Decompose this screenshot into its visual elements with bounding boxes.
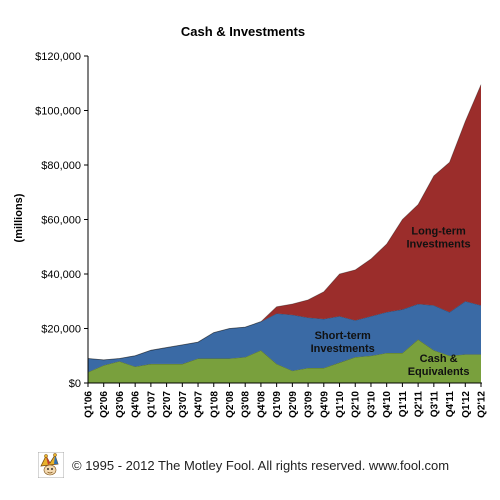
annotation-short-term-investments: Short-term Investments [311, 330, 375, 355]
annotation-long-term-investments: Long-term Investments [406, 225, 470, 250]
x-tick-label: Q3'07 [178, 391, 189, 418]
x-tick-label: Q4'11 [445, 391, 456, 418]
x-tick-label: Q2'12 [477, 391, 488, 418]
y-tick-label: $80,000 [41, 160, 81, 172]
x-tick-label: Q1'08 [209, 391, 220, 418]
x-tick-label: Q2'06 [99, 391, 110, 418]
y-axis-label: (millions) [13, 193, 25, 242]
x-tick-label: Q1'10 [335, 391, 346, 418]
x-tick-label: Q1'12 [461, 391, 472, 418]
area-layers [87, 84, 482, 383]
y-tick-label: $100,000 [35, 106, 81, 118]
x-tick-label: Q1'09 [272, 391, 283, 418]
x-tick-label: Q3'06 [115, 391, 126, 418]
x-tick-label: Q4'06 [131, 391, 142, 418]
area-edge-long-term-investments [87, 84, 482, 361]
x-tick-label: Q4'09 [319, 391, 330, 418]
x-tick-label: Q2'11 [414, 391, 425, 418]
copyright-text: © 1995 - 2012 The Motley Fool. All right… [72, 457, 450, 473]
area-short-term-investments [88, 301, 481, 373]
jester-hat-logo-icon [38, 452, 64, 478]
x-tick-label: Q2'08 [225, 391, 236, 418]
x-tick-label: Q3'08 [241, 391, 252, 418]
y-tick-label: $20,000 [41, 324, 81, 336]
x-tick-label: Q1'06 [84, 391, 95, 418]
area-cash-equivalents [88, 339, 481, 383]
x-tick-label: Q1'11 [398, 391, 409, 418]
footer: © 1995 - 2012 The Motley Fool. All right… [38, 450, 478, 480]
y-tick-label: $0 [69, 378, 81, 390]
x-tick-label: Q4'10 [382, 391, 393, 418]
annotation-cash-equivalents: Cash & Equivalents [408, 353, 470, 378]
x-tick-labels: Q1'06 Q2'06 Q3'06 Q4'06 Q1'07 Q2'07 Q3'07 Q4'07… [84, 391, 488, 418]
x-tick-label: Q2'07 [162, 391, 173, 418]
x-tick-label: Q2'09 [288, 391, 299, 418]
y-tick-label: $60,000 [41, 215, 81, 227]
x-tick-label: Q3'11 [429, 391, 440, 418]
x-tick-label: Q2'10 [351, 391, 362, 418]
x-tick-label: Q4'07 [194, 391, 205, 418]
x-tick-label: Q4'08 [256, 391, 267, 418]
axes [84, 55, 482, 387]
x-tick-label: Q3'10 [366, 391, 377, 418]
y-tick-label: $120,000 [35, 51, 81, 63]
chart: Cash & Investments (millions) $0$20,000$… [13, 24, 488, 418]
area-long-term-investments [88, 84, 481, 360]
y-tick-label: $40,000 [41, 269, 81, 281]
x-tick-label: Q1'07 [146, 391, 157, 418]
x-tick-label: Q3'09 [304, 391, 315, 418]
chart-title: Cash & Investments [181, 24, 305, 39]
y-tick-labels: $0 $20,000 $40,000 $60,000 $80,000 $100,000 $1… [35, 51, 81, 390]
series-annotations: Long-term Investments Short-term Investment… [311, 225, 471, 378]
